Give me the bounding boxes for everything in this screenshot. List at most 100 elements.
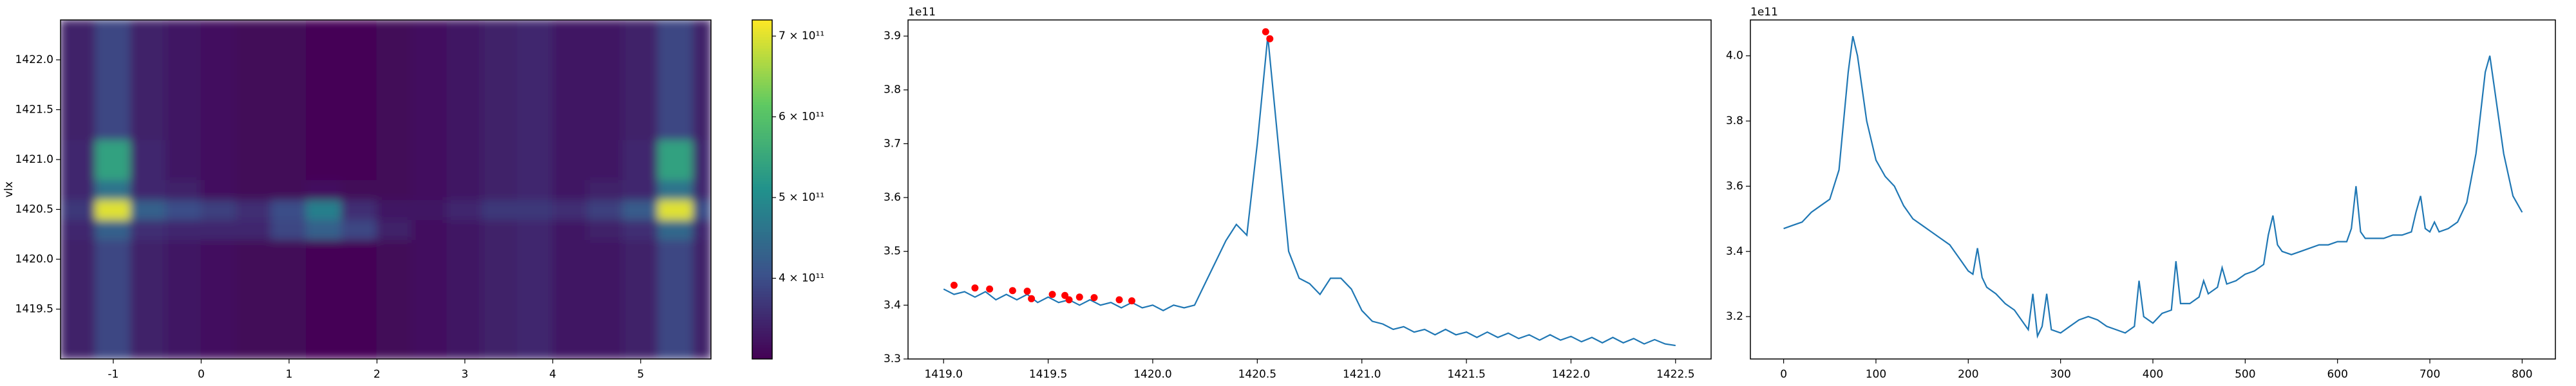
heatmap-cell bbox=[306, 20, 343, 60]
heatmap-cell bbox=[165, 99, 202, 140]
colorbar-swatch bbox=[752, 183, 772, 187]
heatmap-cell bbox=[516, 20, 554, 60]
heatmap-cell bbox=[658, 139, 694, 180]
x-tick-label: -1 bbox=[108, 368, 118, 381]
heatmap-cell bbox=[95, 139, 132, 180]
heatmap-cell bbox=[306, 59, 343, 100]
marker-point bbox=[1262, 28, 1269, 35]
colorbar-swatch bbox=[752, 104, 772, 108]
heatmap-cell bbox=[130, 199, 167, 220]
heatmap-cell bbox=[587, 199, 624, 220]
colorbar-swatch bbox=[752, 305, 772, 309]
axis-offset-label: 1e11 bbox=[908, 6, 936, 19]
heatmap-cell bbox=[341, 179, 378, 200]
heatmap-cell bbox=[622, 139, 659, 180]
heatmap-cell bbox=[658, 59, 694, 100]
colorbar-swatch bbox=[752, 135, 772, 139]
colorbar-swatch bbox=[752, 302, 772, 306]
y-tick-label: 3.2 bbox=[1726, 310, 1743, 323]
heatmap-cell bbox=[200, 219, 237, 240]
heatmap-cell bbox=[446, 20, 484, 60]
heatmap-cell bbox=[306, 199, 343, 220]
heatmap-cell bbox=[587, 59, 624, 100]
colorbar-swatch bbox=[752, 59, 772, 63]
heatmap-cell bbox=[165, 219, 202, 240]
colorbar-swatch bbox=[752, 166, 772, 170]
colorbar-swatch bbox=[752, 322, 772, 326]
heatmap-cell bbox=[341, 219, 378, 240]
colorbar-swatch bbox=[752, 251, 772, 255]
marker-point bbox=[986, 285, 994, 293]
heatmap-cell bbox=[552, 239, 589, 280]
heatmap-cell bbox=[341, 99, 378, 140]
colorbar-swatch bbox=[752, 90, 772, 94]
heatmap-cell bbox=[692, 59, 711, 100]
marker-point bbox=[1075, 293, 1083, 301]
colorbar-swatch bbox=[752, 101, 772, 106]
heatmap-cell bbox=[95, 239, 132, 280]
heatmap-cell bbox=[306, 239, 343, 280]
colorbar-swatch bbox=[752, 25, 772, 29]
heatmap-cell bbox=[165, 239, 202, 280]
colorbar-swatch bbox=[752, 223, 772, 227]
heatmap-cells bbox=[61, 20, 711, 359]
heatmap-cell bbox=[587, 318, 624, 359]
x-tick-label: 400 bbox=[2143, 368, 2163, 381]
colorbar-swatch bbox=[752, 347, 772, 351]
colorbar-swatch bbox=[752, 285, 772, 289]
data-line bbox=[1783, 36, 2523, 339]
heatmap-cell bbox=[200, 199, 237, 220]
heatmap-cell bbox=[235, 139, 272, 180]
heatmap-cell bbox=[411, 199, 448, 220]
colorbar-swatch bbox=[752, 356, 772, 360]
heatmap-cell bbox=[376, 239, 413, 280]
y-tick-label: 1422.0 bbox=[15, 53, 53, 66]
marker-point bbox=[1266, 35, 1274, 42]
heatmap-cell bbox=[411, 318, 448, 359]
heatmap-cell bbox=[516, 318, 554, 359]
heatmap-cell bbox=[516, 139, 554, 180]
heatmap-cell bbox=[516, 239, 554, 280]
heatmap-cell bbox=[692, 219, 711, 240]
heatmap-cell bbox=[270, 139, 308, 180]
colorbar-swatch bbox=[752, 163, 772, 167]
colorbar-swatch bbox=[752, 118, 772, 122]
heatmap-cell bbox=[622, 219, 659, 240]
colorbar-swatch bbox=[752, 36, 772, 41]
colorbar-swatch bbox=[752, 82, 772, 86]
colorbar-swatch bbox=[752, 129, 772, 134]
colorbar-swatch bbox=[752, 78, 772, 83]
heatmap-cell bbox=[587, 20, 624, 60]
heatmap-cell bbox=[446, 199, 484, 220]
colorbar-swatch bbox=[752, 73, 772, 77]
y-tick-label: 3.3 bbox=[884, 353, 901, 365]
heatmap-cell bbox=[95, 99, 132, 140]
heatmap-cell bbox=[270, 279, 308, 320]
colorbar-swatch bbox=[752, 293, 772, 297]
heatmap-cell bbox=[622, 318, 659, 359]
heatmap-cell bbox=[482, 179, 518, 200]
heatmap-cell bbox=[622, 179, 659, 200]
heatmap-cell bbox=[411, 20, 448, 60]
heatmap-cell bbox=[270, 199, 308, 220]
colorbar-swatch bbox=[752, 198, 772, 201]
colorbar-swatch bbox=[752, 217, 772, 221]
colorbar-swatch bbox=[752, 248, 772, 252]
heatmap-cell bbox=[622, 199, 659, 220]
heatmap-cell bbox=[376, 318, 413, 359]
colorbar-swatch bbox=[752, 257, 772, 261]
heatmap-cell bbox=[95, 199, 132, 220]
colorbar-swatch bbox=[752, 308, 772, 311]
heatmap-cell bbox=[341, 139, 378, 180]
colorbar-swatch bbox=[752, 39, 772, 43]
axis-offset-label: 1e11 bbox=[1750, 6, 1778, 19]
heatmap-cell bbox=[165, 20, 202, 60]
heatmap-cell bbox=[552, 279, 589, 320]
heatmap-cell bbox=[516, 179, 554, 200]
heatmap-cell bbox=[658, 199, 694, 220]
colorbar-swatch bbox=[752, 138, 772, 142]
colorbar-swatch bbox=[752, 133, 772, 136]
colorbar-swatch bbox=[752, 127, 772, 131]
heatmap-cell bbox=[658, 99, 694, 140]
heatmap-cell bbox=[376, 279, 413, 320]
